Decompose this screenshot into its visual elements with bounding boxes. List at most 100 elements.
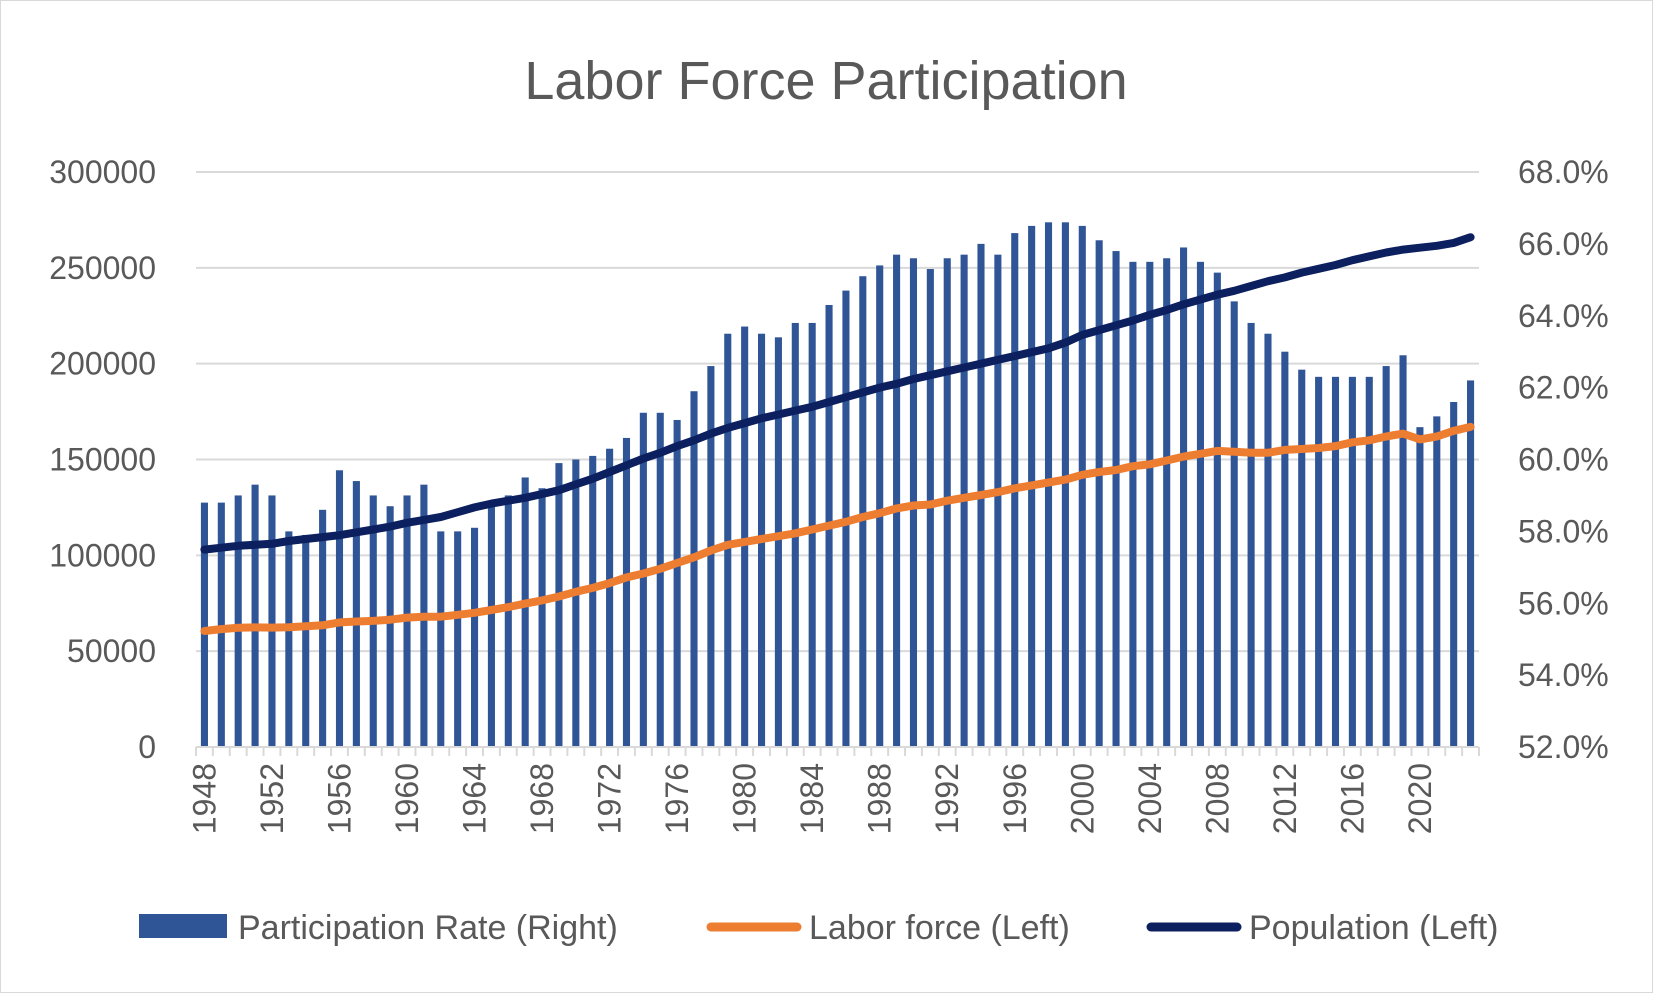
x-axis-tick-label: 2012 xyxy=(1267,763,1303,834)
bar xyxy=(234,495,242,747)
bar xyxy=(774,337,782,747)
bar xyxy=(1213,272,1221,747)
bar xyxy=(1078,225,1086,747)
bar xyxy=(1331,376,1340,747)
left-axis-tick-label: 250000 xyxy=(49,250,156,286)
bar xyxy=(1450,402,1458,747)
bar xyxy=(589,455,597,747)
right-axis-tick-label: 56.0% xyxy=(1518,585,1609,621)
bar xyxy=(1163,258,1171,747)
legend-label: Population (Left) xyxy=(1249,909,1499,947)
bar xyxy=(1146,261,1154,747)
x-axis-tick-label: 2020 xyxy=(1402,763,1438,834)
bar xyxy=(572,459,580,747)
x-axis-tick-label: 1972 xyxy=(592,763,628,834)
right-axis-tick-label: 62.0% xyxy=(1518,370,1609,406)
bar xyxy=(1382,366,1390,747)
left-axis-tick-label: 100000 xyxy=(49,537,156,573)
bar xyxy=(876,265,884,747)
x-axis-tick-label: 1948 xyxy=(186,763,222,834)
bar xyxy=(504,495,512,747)
bar xyxy=(724,333,732,747)
bar xyxy=(741,326,749,747)
bar xyxy=(1264,333,1272,747)
bar xyxy=(606,448,614,747)
bar xyxy=(285,531,293,747)
bar xyxy=(471,527,479,747)
bar xyxy=(1315,376,1323,747)
bar xyxy=(268,495,276,747)
left-axis-tick-label: 50000 xyxy=(67,633,156,669)
bar xyxy=(1095,240,1103,747)
bar xyxy=(437,531,445,747)
left-axis-tick-label: 300000 xyxy=(49,154,156,190)
bar xyxy=(538,488,546,747)
x-axis-tick-label: 1976 xyxy=(659,763,695,834)
bar xyxy=(1180,247,1188,747)
bar xyxy=(335,470,344,747)
right-axis-tick-label: 68.0% xyxy=(1518,154,1609,190)
right-axis-tick-label: 60.0% xyxy=(1518,442,1609,478)
bar xyxy=(1348,376,1356,747)
bar xyxy=(1365,376,1373,747)
right-axis-tick-label: 66.0% xyxy=(1518,226,1609,262)
bar xyxy=(1433,416,1441,747)
bar xyxy=(217,502,225,747)
bar xyxy=(994,254,1002,747)
series-line xyxy=(200,422,1475,635)
bar xyxy=(808,322,816,747)
bar xyxy=(1298,369,1306,747)
bar xyxy=(1247,322,1255,747)
bar xyxy=(1399,355,1407,747)
legend-label: Participation Rate (Right) xyxy=(238,909,618,947)
bar xyxy=(386,506,394,747)
right-axis-tick-label: 58.0% xyxy=(1518,513,1609,549)
bar xyxy=(487,502,495,747)
bar-series xyxy=(200,222,1475,747)
x-axis-tick-label: 1980 xyxy=(727,763,763,834)
x-axis-tick-label: 1952 xyxy=(254,763,290,834)
bar xyxy=(1230,301,1238,747)
right-axis-tick-label: 52.0% xyxy=(1518,729,1609,765)
bar xyxy=(352,481,360,747)
bar xyxy=(893,254,901,747)
chart-title: Labor Force Participation xyxy=(524,51,1127,111)
x-axis-tick-label: 1960 xyxy=(389,763,425,834)
legend-item: Population (Left) xyxy=(1146,909,1499,947)
x-axis-tick-label: 1992 xyxy=(929,763,965,834)
bar xyxy=(1112,251,1120,747)
left-axis-tick-label: 0 xyxy=(138,729,156,765)
bar xyxy=(1061,222,1069,747)
bar xyxy=(639,412,647,747)
x-axis-tick-label: 1984 xyxy=(794,763,830,834)
x-axis-tick-label: 2016 xyxy=(1334,763,1370,834)
bar xyxy=(454,531,462,747)
bar xyxy=(707,366,715,747)
bar xyxy=(656,412,664,747)
legend-item: Labor force (Left) xyxy=(706,909,1070,947)
bar xyxy=(251,484,259,747)
bar xyxy=(1281,351,1289,747)
x-axis-tick-label: 2004 xyxy=(1132,763,1168,834)
x-axis-tick-label: 1988 xyxy=(862,763,898,834)
bar xyxy=(1416,427,1424,747)
x-axis-tick-label: 1964 xyxy=(457,763,493,834)
series-line xyxy=(200,233,1475,554)
right-axis-tick-label: 64.0% xyxy=(1518,298,1609,334)
left-axis-tick-label: 200000 xyxy=(49,346,156,382)
x-axis-tick-label: 2008 xyxy=(1199,763,1235,834)
x-axis-tick-label: 1956 xyxy=(322,763,358,834)
bar xyxy=(690,391,698,747)
axes: 0 50000 100000 150000 200000 250000 300000 52.0… xyxy=(49,154,1609,834)
left-axis-tick-label: 150000 xyxy=(49,442,156,478)
legend-label: Labor force (Left) xyxy=(809,909,1070,947)
bar xyxy=(1129,261,1137,747)
x-axis-tick-label: 1968 xyxy=(524,763,560,834)
bar xyxy=(622,437,631,747)
x-axis-tick-label: 1996 xyxy=(997,763,1033,834)
x-axis-tick-label: 2000 xyxy=(1064,763,1100,834)
bar xyxy=(1467,380,1475,747)
legend: Participation Rate (Right) Labor force (L… xyxy=(139,909,1499,947)
bar xyxy=(200,502,208,747)
